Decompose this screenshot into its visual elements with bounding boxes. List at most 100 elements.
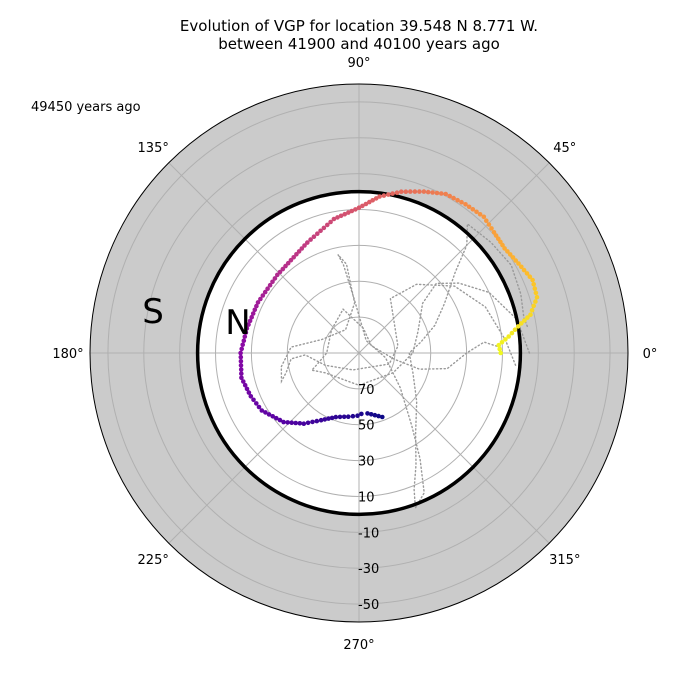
vgp-point [513,258,518,263]
vgp-point [338,213,344,219]
theta-gridline [358,162,550,354]
vgp-point [321,225,327,231]
vgp-point [380,414,385,420]
vgp-point [275,272,280,278]
vgp-point [242,382,248,388]
vgp-point [486,222,492,227]
radial-tick-label: -50 [358,598,379,613]
vgp-point [291,254,297,260]
radial-tick-label: -30 [358,562,379,577]
chart-subtitle: between 41900 and 40100 years ago [218,35,500,53]
vgp-point [267,282,273,288]
vgp-point [246,322,251,327]
theta-tick-label: 270° [343,638,374,653]
vgp-point [293,420,299,426]
south-hemisphere-label: S [142,292,164,332]
vgp-point [381,193,387,198]
vgp-point [507,252,513,257]
vgp-point [439,191,444,196]
vgp-point [255,300,261,305]
vgp-point [250,311,256,316]
theta-tick-label: 180° [52,347,83,362]
vgp-point [238,359,244,364]
vgp-point [434,190,440,196]
vgp-point [342,211,348,217]
vgp-point [240,342,245,348]
theta-gridline [168,352,360,544]
vgp-point [519,321,524,326]
theta-tick-label: 0° [643,347,658,362]
vgp-point [289,420,295,426]
vgp-point [302,243,307,248]
radial-gridline [179,173,539,533]
vgp-point [285,260,291,266]
radial-tick-label: 50 [358,419,375,434]
vgp-point [346,414,351,420]
vgp-point [266,412,272,417]
vgp-point [251,397,256,403]
vgp-point [481,214,487,220]
vgp-point [360,203,365,209]
vgp-point [326,416,331,421]
vgp-point [386,192,391,197]
vgp-point [258,296,263,302]
vgp-point [425,189,431,195]
vgp-point [417,189,422,194]
vgp-point [253,401,259,406]
radial-gridline [143,137,575,569]
vgp-point [484,218,489,223]
vgp-point [270,279,275,285]
vgp-point [510,255,516,260]
vgp-point [277,417,283,423]
vgp-point [297,421,303,426]
vgp-point [533,290,539,296]
radial-gridline [286,280,432,426]
vgp-point [474,209,479,215]
vgp-point [459,199,464,205]
vgp-point [270,414,276,419]
vgp-point [455,197,460,203]
vgp-point [403,189,409,194]
vgp-point [355,413,360,419]
vgp-point [509,330,515,336]
vgp-point [238,350,243,356]
background-vgp-track-2 [310,282,531,387]
vgp-point [322,417,328,422]
vgp-point [337,414,343,420]
vgp-point [280,266,286,272]
vgp-point [311,234,317,239]
vgp-point [256,404,262,410]
vgp-point [248,394,254,399]
vgp-point [353,207,358,212]
theta-gridline [168,162,360,354]
vgp-point [519,264,524,270]
north-hemisphere-label: N [225,303,250,343]
vgp-point [503,337,508,342]
vgp-point [341,414,347,420]
vgp-point [477,212,483,217]
vgp-point [283,263,288,269]
vgp-point [238,363,244,368]
vgp-point [335,215,340,220]
time-corner-label: 49450 years ago [31,100,141,115]
vgp-point [533,299,538,304]
radial-tick-label: 30 [358,455,375,470]
vgp-point [281,419,286,425]
vgp-point [272,276,278,281]
vgp-point [252,307,258,313]
vgp-point [443,191,449,197]
vgp-point [534,294,540,300]
vgp-point [522,318,527,323]
vgp-point [259,408,265,413]
vgp-point [463,202,468,207]
vgp-point [328,219,333,225]
vgp-point [296,249,302,254]
vgp-point [377,194,382,199]
vgp-point [497,346,503,352]
vgp-point [239,346,244,352]
vgp-point [238,354,244,360]
vgp-point [447,193,453,199]
vgp-point [241,379,246,384]
vgp-point [346,210,351,215]
